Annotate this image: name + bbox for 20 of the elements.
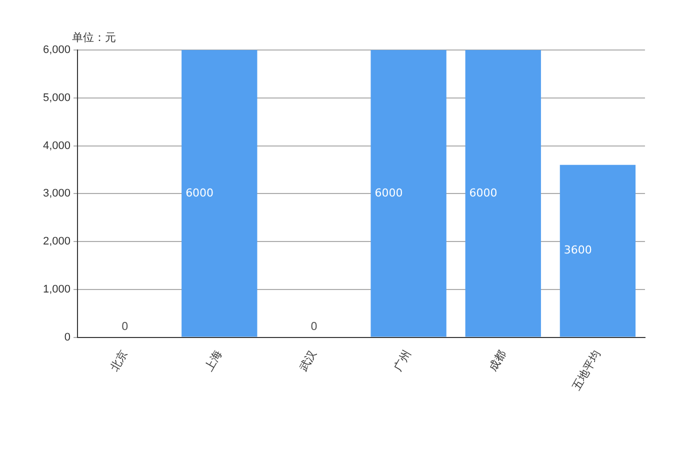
- data-label: 6000: [186, 186, 214, 200]
- y-tick-label: 0: [64, 331, 71, 344]
- y-tick-label: 5,000: [42, 92, 71, 104]
- x-tick-label: 武汉: [296, 348, 320, 374]
- data-label: 0: [310, 320, 318, 334]
- x-tick-label: 北京: [108, 348, 130, 374]
- data-label: 6000: [469, 186, 498, 200]
- x-tick-label: 五地平均: [570, 348, 603, 393]
- data-label: 0: [121, 320, 128, 334]
- y-tick-label: 3,000: [42, 188, 71, 200]
- y-axis-title: 单位：元: [72, 30, 116, 45]
- data-label: 6000: [374, 186, 403, 200]
- x-tick-label: 成都: [486, 348, 508, 374]
- x-tick-label: 广州: [392, 348, 414, 374]
- y-tick-label: 4,000: [42, 140, 71, 152]
- y-tick-label: 6,000: [42, 44, 71, 56]
- y-tick-label: 2,000: [42, 236, 71, 248]
- y-tick-label: 1,000: [42, 283, 71, 296]
- data-label: 3600: [564, 244, 592, 257]
- x-tick-label: 上海: [202, 348, 225, 374]
